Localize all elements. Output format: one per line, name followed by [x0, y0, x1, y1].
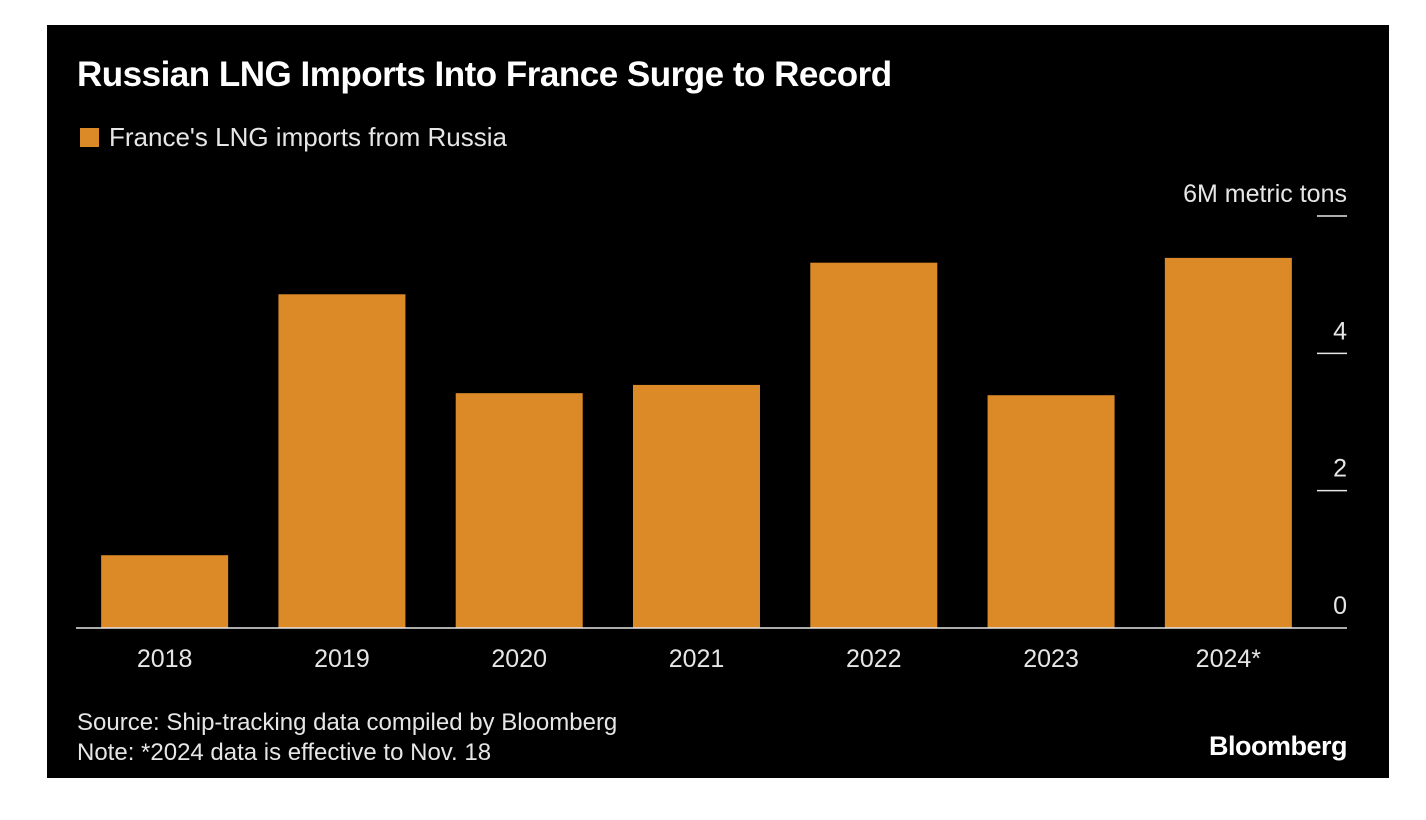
footer-notes: Source: Ship-tracking data compiled by B…	[77, 708, 617, 768]
bar-2021	[633, 384, 760, 628]
x-tick-label: 2021	[669, 645, 725, 673]
source-note: Source: Ship-tracking data compiled by B…	[77, 709, 618, 736]
bar-2020	[455, 393, 583, 628]
bar-2019	[278, 294, 406, 628]
y-tick-label: 4	[1333, 317, 1347, 345]
x-tick-label: 2019	[314, 645, 370, 673]
x-tick-label: 2018	[137, 645, 193, 673]
y-axis-unit-label: 6M metric tons	[1183, 180, 1347, 208]
chart-panel: Russian LNG Imports Into France Surge to…	[47, 25, 1389, 778]
chart-title: Russian LNG Imports Into France Surge to…	[77, 55, 892, 94]
footnote: Note: *2024 data is effective to Nov. 18	[77, 739, 492, 766]
bar-2018	[101, 555, 229, 628]
bloomberg-logo: Bloomberg	[1208, 731, 1348, 761]
legend-label: France's LNG imports from Russia	[109, 122, 507, 152]
bar-2023	[987, 395, 1115, 628]
y-tick-label: 0	[1333, 592, 1347, 620]
x-tick-label: 2024*	[1196, 645, 1262, 673]
x-tick-label: 2020	[491, 645, 547, 673]
x-tick-label: 2023	[1023, 645, 1079, 673]
bar-2022	[810, 262, 938, 628]
y-tick-label: 2	[1333, 455, 1347, 483]
bar-chart: 2018 2019 2020 2021 2022 2023 2024* 0 2 4 6M metri…	[76, 180, 1347, 673]
legend: France's LNG imports from Russia	[80, 122, 507, 153]
bar-2024	[1164, 257, 1292, 628]
x-tick-label: 2022	[846, 645, 902, 673]
legend-swatch	[80, 128, 99, 147]
